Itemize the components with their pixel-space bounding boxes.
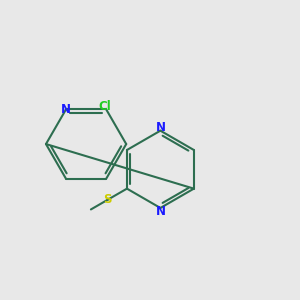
Text: N: N [155, 205, 165, 218]
Text: N: N [61, 103, 71, 116]
Text: S: S [103, 193, 112, 206]
Text: Cl: Cl [98, 100, 111, 113]
Text: N: N [155, 121, 165, 134]
